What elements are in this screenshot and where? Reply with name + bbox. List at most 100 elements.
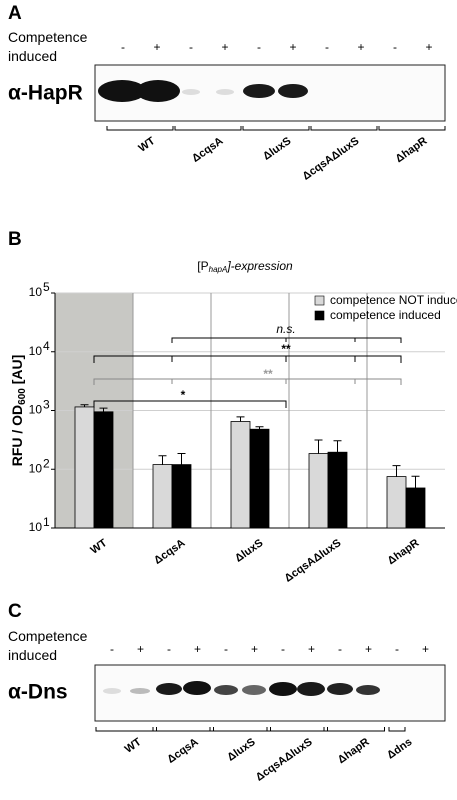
error-bar xyxy=(314,439,323,454)
condition-label-line: Competence xyxy=(8,29,88,45)
condition-label-line: induced xyxy=(8,48,57,64)
strain-label: WT xyxy=(123,736,144,756)
lane-sign: - xyxy=(393,40,397,54)
strain-bracket xyxy=(106,126,174,131)
error-bar xyxy=(236,416,245,422)
annotation: ** xyxy=(263,367,273,381)
strain-bracket xyxy=(174,126,242,131)
band xyxy=(182,89,200,95)
band xyxy=(269,682,297,696)
x-tick-label: ΔcqsAΔluxS xyxy=(282,537,343,585)
error-bar xyxy=(158,455,167,465)
band xyxy=(98,80,146,102)
band xyxy=(183,681,211,695)
strain-label: ΔcqsAΔluxS xyxy=(254,736,315,784)
error-bar xyxy=(177,453,186,465)
strain-label: Δdns xyxy=(385,736,414,762)
y-tick-label: 10 xyxy=(29,344,43,358)
y-tick-exponent: 3 xyxy=(43,398,50,412)
condition-label-line: induced xyxy=(8,647,57,663)
panel-letter: C xyxy=(8,601,22,622)
strain-bracket xyxy=(266,727,328,732)
annotation: n.s. xyxy=(276,322,295,336)
band xyxy=(242,685,266,695)
lane-sign: - xyxy=(121,40,125,54)
y-axis-label: RFU / OD600 [AU] xyxy=(9,355,28,467)
bar xyxy=(230,421,251,529)
bar xyxy=(171,464,192,529)
lane-sign: - xyxy=(189,40,193,54)
strain-bracket xyxy=(388,727,406,732)
condition-label: Competence induced xyxy=(8,29,88,64)
y-axis-label-part: 600 xyxy=(17,388,28,405)
band xyxy=(356,685,380,695)
bar xyxy=(308,453,329,529)
bar xyxy=(74,406,95,529)
legend-swatch xyxy=(314,295,325,306)
strain-label: ΔcqsA xyxy=(165,736,200,766)
error-bar xyxy=(333,440,342,453)
band xyxy=(278,84,308,98)
y-tick-exponent: 1 xyxy=(43,515,50,529)
band xyxy=(156,683,182,695)
lane-sign: + xyxy=(251,642,258,656)
x-tick-label: ΔcqsA xyxy=(152,537,187,567)
lane-sign: - xyxy=(257,40,261,54)
y-tick-exponent: 5 xyxy=(43,280,50,294)
y-tick-label: 10 xyxy=(29,520,43,534)
strain-label: ΔluxS xyxy=(225,736,257,764)
panel-letter: B xyxy=(8,229,22,250)
bar xyxy=(93,411,114,529)
condition-label-line: Competence xyxy=(8,628,88,644)
strain-bracket xyxy=(378,126,446,131)
brackets xyxy=(93,337,402,408)
bar xyxy=(152,464,173,529)
x-tick-label: WT xyxy=(88,537,109,557)
strain-label: ΔluxS xyxy=(261,135,293,163)
error-bar xyxy=(99,407,108,412)
strain-bracket xyxy=(209,727,271,732)
error-bar xyxy=(255,426,264,430)
chart-title: [PhapA]-expression xyxy=(197,259,293,274)
panel-letter: A xyxy=(8,3,22,24)
band xyxy=(327,683,353,695)
band xyxy=(214,685,238,695)
y-tick-label: 10 xyxy=(29,461,43,475)
bar xyxy=(327,451,348,529)
lane-sign: + xyxy=(422,642,429,656)
lane-sign: + xyxy=(194,642,201,656)
chart-title-part: hapA xyxy=(209,265,228,274)
band xyxy=(243,84,275,98)
y-tick-exponent: 4 xyxy=(43,339,50,353)
bar xyxy=(386,476,407,529)
lane-sign: + xyxy=(137,642,144,656)
y-tick-exponent: 2 xyxy=(43,456,50,470)
lane-sign: - xyxy=(395,642,399,656)
error-bar xyxy=(392,465,401,477)
lane-sign: + xyxy=(357,40,364,54)
x-tick-label: ΔhapR xyxy=(386,537,422,567)
annotation: * xyxy=(181,388,186,402)
strain-bracket xyxy=(95,727,157,732)
antibody-label: α-Dns xyxy=(8,681,68,704)
lane-sign: + xyxy=(221,40,228,54)
strain-bracket xyxy=(323,727,385,732)
error-bar xyxy=(80,404,89,407)
lane-sign: + xyxy=(308,642,315,656)
strain-label: ΔcqsAΔluxS xyxy=(300,135,361,183)
error-bar xyxy=(411,475,420,488)
lane-sign: + xyxy=(289,40,296,54)
band xyxy=(130,688,150,694)
band xyxy=(136,80,180,102)
antibody-label: α-HapR xyxy=(8,82,83,105)
band xyxy=(216,89,234,95)
lane-sign: - xyxy=(281,642,285,656)
strain-bracket xyxy=(310,126,378,131)
legend-swatch xyxy=(314,310,325,321)
lane-sign: - xyxy=(110,642,114,656)
bar xyxy=(405,487,426,529)
annotation: ** xyxy=(281,342,291,356)
y-axis-label-part: [AU] xyxy=(9,355,25,388)
y-axis-label-part: RFU / OD xyxy=(9,405,25,466)
